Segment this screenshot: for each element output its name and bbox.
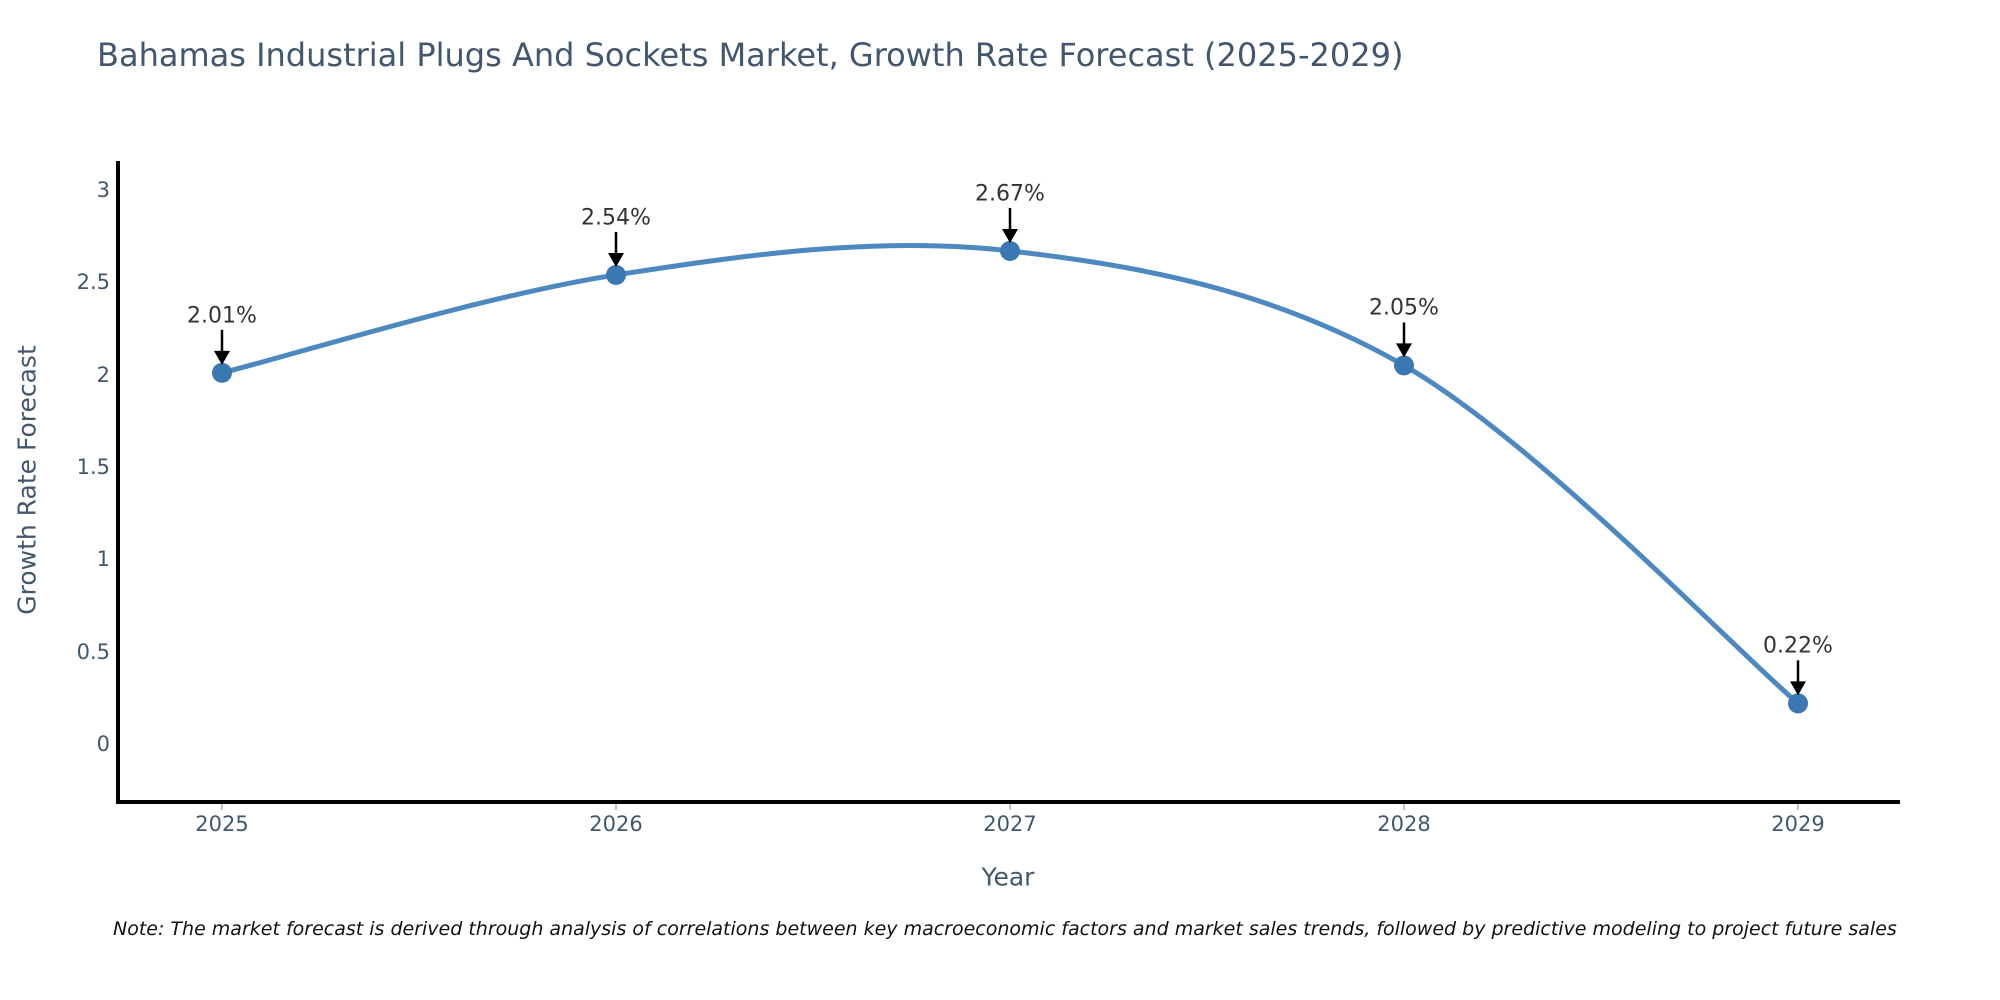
y-tick-label: 0 (96, 732, 110, 756)
annotation-arrow-shaft (614, 231, 618, 254)
annotation-arrow-head (1002, 228, 1018, 243)
footnote: Note: The market forecast is derived thr… (113, 918, 1897, 940)
data-point-marker[interactable] (606, 264, 626, 285)
data-point-marker[interactable] (1000, 240, 1020, 261)
data-point-marker[interactable] (1788, 693, 1808, 714)
x-tick-label: 2027 (983, 812, 1037, 836)
y-axis-line (116, 161, 120, 804)
annotation-arrow-head (214, 350, 230, 365)
y-tick-label: 1 (96, 547, 110, 572)
x-tick-label: 2025 (195, 812, 249, 836)
annotation-arrow-shaft (220, 329, 224, 352)
annotation-arrow-head (1790, 681, 1806, 696)
annotation-arrow-shaft (1008, 207, 1012, 230)
y-axis-title: Growth Rate Forecast (12, 345, 42, 615)
x-tick-mark (615, 804, 617, 810)
y-tick-label: 0.5 (76, 639, 110, 664)
point-value-label: 2.54% (581, 205, 651, 231)
data-point-marker[interactable] (212, 362, 232, 383)
y-tick-label: 3 (96, 177, 110, 202)
annotation-arrow-shaft (1402, 322, 1406, 345)
forecast-line-series (219, 242, 1801, 706)
point-value-label: 0.22% (1763, 633, 1833, 659)
y-tick-label: 2.5 (76, 270, 110, 295)
chart-title: Bahamas Industrial Plugs And Sockets Mar… (97, 36, 1404, 74)
y-tick-label: 1.5 (76, 454, 110, 479)
data-point-marker[interactable] (1394, 355, 1414, 376)
x-tick-label: 2028 (1377, 812, 1431, 836)
x-tick-mark (1403, 804, 1405, 810)
annotation-arrow-head (1396, 343, 1412, 358)
annotation-arrow-shaft (1796, 660, 1800, 683)
x-tick-mark (1009, 804, 1011, 810)
point-value-label: 2.01% (187, 303, 257, 329)
x-axis-line (116, 800, 1900, 804)
x-tick-label: 2026 (589, 812, 643, 836)
x-tick-mark (1797, 804, 1799, 810)
y-tick-label: 2 (96, 362, 110, 387)
x-tick-label: 2029 (1771, 812, 1825, 836)
point-value-label: 2.67% (975, 181, 1045, 207)
x-tick-mark (221, 804, 223, 810)
annotation-arrow-head (608, 252, 624, 267)
x-axis-title: Year (981, 862, 1035, 892)
point-value-label: 2.05% (1369, 295, 1439, 321)
